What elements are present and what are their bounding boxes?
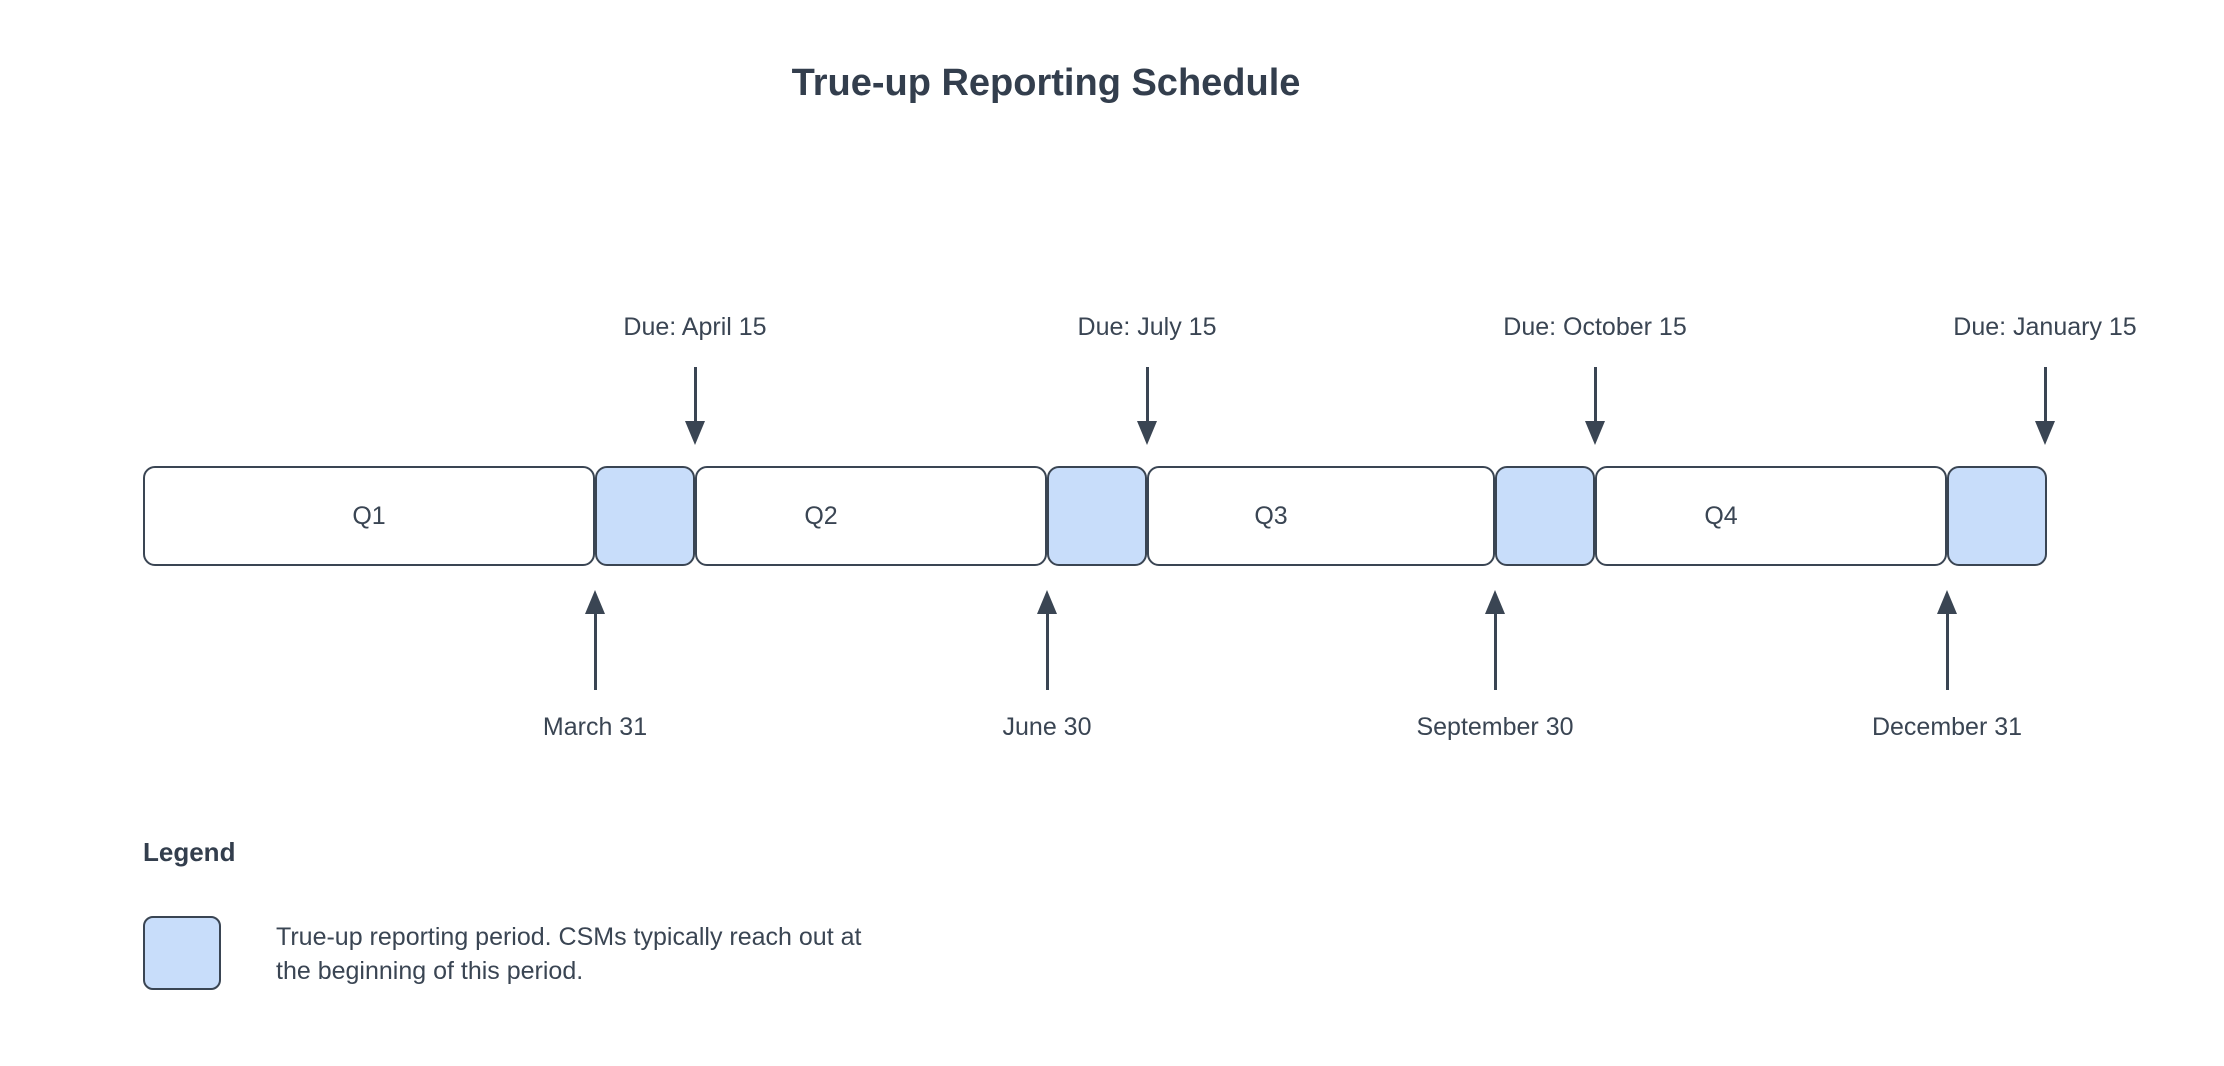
quarter-end-label: June 30 — [1002, 713, 1092, 741]
quarter-label: Q1 — [352, 501, 386, 530]
legend-note-line: the beginning of this period. — [276, 957, 584, 985]
reporting-period-segment — [595, 466, 695, 566]
legend-note-line: True-up reporting period. CSMs typically… — [276, 923, 862, 951]
legend-note: True-up reporting period. CSMs typically… — [276, 920, 1036, 988]
reporting-period-segment — [1947, 466, 2047, 566]
due-date-label: Due: July 15 — [1077, 313, 1217, 341]
quarter-segment — [1147, 466, 1495, 566]
arrow-line — [1945, 613, 1949, 690]
page-title: True-up Reporting Schedule — [791, 62, 1301, 104]
arrow-line — [693, 367, 697, 421]
quarter-end-label: December 31 — [1871, 713, 2023, 741]
quarter-segment — [1595, 466, 1947, 566]
arrow-head — [1037, 590, 1057, 614]
due-date-label: Due: October 15 — [1503, 313, 1687, 341]
arrow-line — [1145, 367, 1149, 421]
legend-swatch — [143, 916, 221, 990]
arrow-head — [1485, 590, 1505, 614]
arrow-line — [2043, 367, 2047, 421]
quarter-label: Q2 — [804, 501, 838, 530]
arrow-line — [1045, 613, 1049, 690]
arrow-head — [685, 421, 705, 445]
due-date-label: Due: January 15 — [1953, 313, 2137, 341]
arrow-head — [1937, 590, 1957, 614]
arrow-head — [585, 590, 605, 614]
quarter-label: Q4 — [1704, 501, 1738, 530]
arrow-line — [593, 613, 597, 690]
quarter-label: Q3 — [1254, 501, 1288, 530]
arrow-line — [1593, 367, 1597, 421]
reporting-period-segment — [1495, 466, 1595, 566]
quarter-end-label: September 30 — [1416, 713, 1574, 741]
arrow-head — [2035, 421, 2055, 445]
quarter-segment — [695, 466, 1047, 566]
legend-heading: Legend — [143, 837, 236, 867]
due-date-label: Due: April 15 — [623, 313, 767, 341]
arrow-line — [1493, 613, 1497, 690]
arrow-head — [1585, 421, 1605, 445]
arrow-head — [1137, 421, 1157, 445]
reporting-period-segment — [1047, 466, 1147, 566]
quarter-end-label: March 31 — [542, 713, 648, 741]
quarter-segment — [143, 466, 595, 566]
